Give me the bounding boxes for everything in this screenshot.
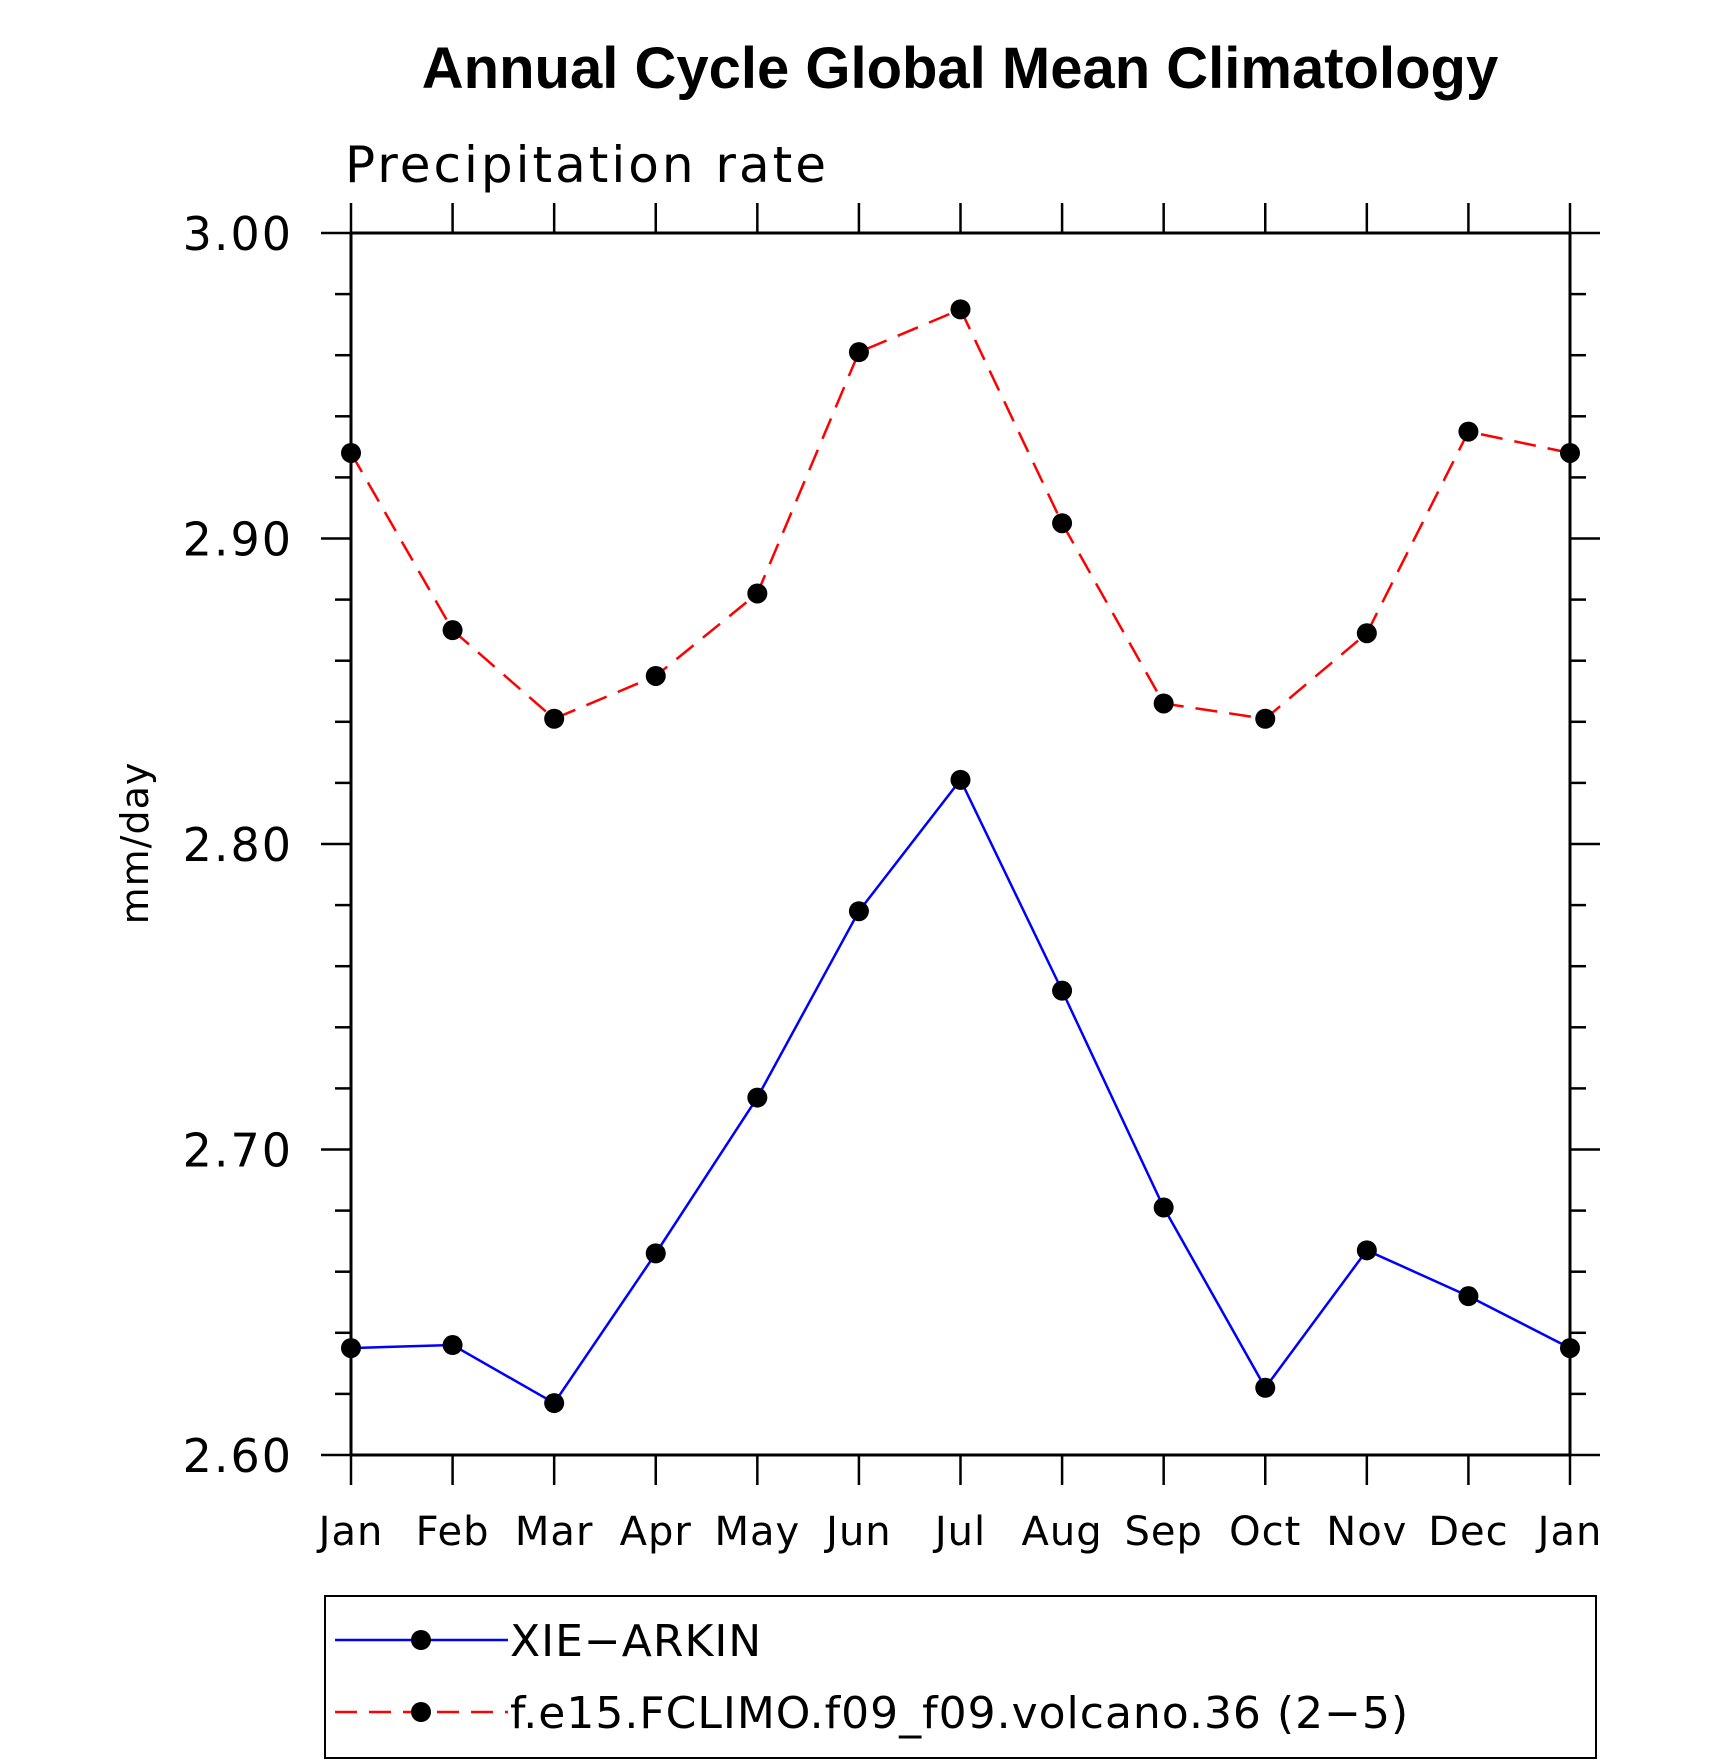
y-tick-label: 2.70 [183,1124,293,1178]
data-point [645,665,666,686]
data-point [1052,980,1073,1001]
data-point [950,299,971,320]
data-point [1255,708,1276,729]
plot-frame [349,231,1572,1457]
x-tick-label: Apr [620,1509,692,1555]
series-layer [341,299,1580,1414]
data-point [950,769,971,790]
data-point [1458,1286,1479,1307]
axis-ticks [321,203,1600,1485]
legend-marker-1 [411,1630,431,1650]
chart-title: Annual Cycle Global Mean Climatology [422,36,1498,101]
x-tick-label: Oct [1229,1509,1301,1555]
series-line-2 [349,307,1571,721]
data-point [1356,1240,1377,1261]
y-tick-labels: 2.60 2.70 2.80 2.90 3.00 [183,207,293,1483]
data-point [341,1338,361,1359]
data-point [1458,421,1479,442]
series-line-1 [350,777,1571,1405]
legend-label-2: f.e15.FCLIMO.f09_f09.volcano.36 (2−5) [510,1688,1409,1739]
y-tick-label: 3.00 [183,207,293,261]
data-point [747,583,768,604]
y-tick-label: 2.60 [183,1429,293,1483]
x-tick-label: Mar [515,1509,593,1555]
x-tick-label: Nov [1326,1509,1407,1555]
x-tick-label: Aug [1022,1509,1103,1555]
x-tick-label: May [714,1509,800,1555]
data-point [1560,442,1580,463]
legend-marker-2 [411,1702,431,1722]
data-point [544,1393,565,1414]
data-point [1560,1338,1580,1359]
data-point [442,1335,463,1356]
data-point [341,442,361,463]
data-point [1356,623,1377,644]
data-point [544,708,565,729]
y-axis-label: mm/day [113,762,157,925]
x-tick-label: Jul [932,1509,986,1555]
data-point [747,1087,768,1108]
data-point [442,620,463,641]
x-tick-label: Dec [1428,1509,1508,1555]
x-tick-label: Jan [316,1509,384,1555]
data-point [1255,1377,1276,1398]
data-point [1052,513,1073,534]
legend: XIE−ARKIN f.e15.FCLIMO.f09_f09.volcano.36… [335,1616,1409,1739]
legend-box [324,1595,1597,1759]
y-tick-label: 2.80 [183,818,293,872]
x-tick-label: Jun [823,1509,892,1555]
data-point [1153,693,1174,714]
legend-label-1: XIE−ARKIN [510,1616,762,1667]
data-point [1153,1197,1174,1218]
chart-subtitle: Precipitation rate [345,136,829,194]
x-tick-label: Feb [416,1509,490,1555]
data-point [645,1243,666,1264]
data-point [848,901,869,922]
x-tick-label: Jan [1535,1509,1603,1555]
data-point [848,342,869,363]
x-tick-labels: Jan Feb Mar Apr May Jun Jul Aug Sep Oct Nov Dec Jan [316,1509,1603,1555]
y-tick-label: 2.90 [183,513,293,567]
x-tick-label: Sep [1124,1509,1202,1555]
